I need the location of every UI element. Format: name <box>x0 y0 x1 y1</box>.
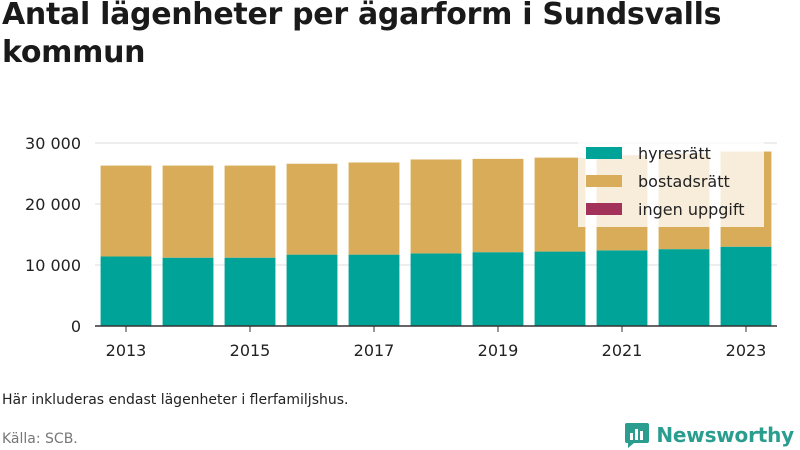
legend-label: hyresrätt <box>638 144 711 163</box>
y-tick-label: 0 <box>71 317 81 336</box>
brand-logo: Newsworthy <box>624 420 794 450</box>
bar-bostadsrätt-2018 <box>410 159 462 254</box>
x-tick-label: 2023 <box>726 341 767 360</box>
x-tick-label: 2017 <box>354 341 395 360</box>
bar-hyresrätt-2013 <box>100 256 152 326</box>
bar-hyresrätt-2018 <box>410 253 462 326</box>
bar-hyresrätt-2023 <box>720 246 772 326</box>
x-tick-label: 2019 <box>478 341 519 360</box>
brand-name: Newsworthy <box>656 423 794 447</box>
bar-hyresrätt-2022 <box>658 249 710 326</box>
x-axis: 2013 2015 2017 2019 2021 2023 <box>95 325 777 360</box>
bar-hyresrätt-2017 <box>348 254 400 326</box>
y-tick-label: 10 000 <box>25 256 81 275</box>
bar-hyresrätt-2021 <box>596 250 648 326</box>
legend-swatch <box>586 203 622 215</box>
bar-hyresrätt-2014 <box>162 257 214 326</box>
bar-bostadsrätt-2014 <box>162 165 214 258</box>
bar-bostadsrätt-2013 <box>100 165 152 257</box>
x-tick-label: 2021 <box>602 341 643 360</box>
legend-swatch <box>586 175 622 187</box>
bar-hyresrätt-2019 <box>472 252 524 326</box>
x-tick-label: 2015 <box>230 341 271 360</box>
bar-bostadsrätt-2016 <box>286 163 338 255</box>
y-tick-label: 20 000 <box>25 195 81 214</box>
y-axis-ticks: 0 10 000 20 000 30 000 <box>25 134 81 336</box>
legend-label: ingen uppgift <box>638 200 745 219</box>
bar-bostadsrätt-2019 <box>472 158 524 253</box>
footnote: Här inkluderas endast lägenheter i flerf… <box>2 392 349 408</box>
bar-bostadsrätt-2020 <box>534 157 586 252</box>
chart-title: Antal lägenheter per ägarform i Sundsval… <box>2 0 722 70</box>
legend: hyresrätt bostadsrätt ingen uppgift <box>578 141 764 227</box>
y-tick-label: 30 000 <box>25 134 81 153</box>
source-note: Källa: SCB. <box>2 431 78 447</box>
legend-swatch <box>586 147 622 159</box>
bar-bostadsrätt-2015 <box>224 165 276 258</box>
bar-hyresrätt-2015 <box>224 257 276 326</box>
bar-bostadsrätt-2017 <box>348 162 400 255</box>
x-tick-label: 2013 <box>106 341 147 360</box>
bar-hyresrätt-2016 <box>286 254 338 326</box>
legend-label: bostadsrätt <box>638 172 730 191</box>
newsworthy-logo-icon <box>625 423 650 448</box>
bar-hyresrätt-2020 <box>534 251 586 326</box>
